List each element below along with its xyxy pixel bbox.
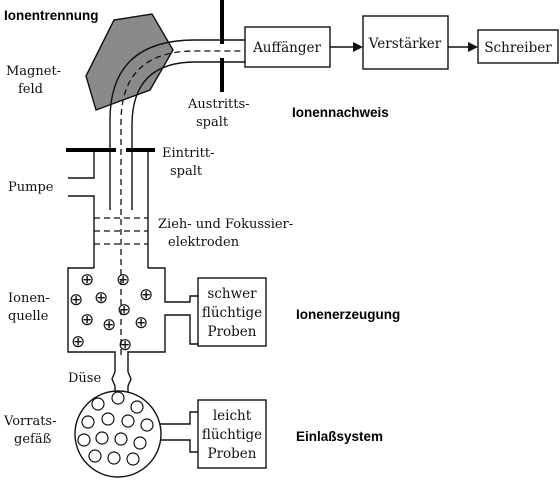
ion-symbol: ⊕: [69, 290, 83, 310]
schwer-line2: flüchtige: [202, 305, 262, 321]
leicht-line3: Proben: [208, 446, 257, 462]
verstaerker-box: [362, 15, 449, 70]
vessel-balls: [77, 391, 154, 466]
ion-symbol: ⊕: [80, 310, 94, 330]
elektroden-line2: elektroden: [168, 235, 240, 250]
ion-symbol: ⊕: [102, 315, 116, 335]
tube-wall-inner: [131, 61, 245, 210]
ion-source-chamber: [67, 267, 198, 372]
nozzle: [111, 371, 132, 392]
ion-symbol: ⊕: [94, 288, 108, 308]
elektroden-line1: Zieh- und Fokussier-: [158, 217, 293, 232]
auffaenger-label: Auffänger: [252, 40, 321, 56]
austritt-line1: Austritts-: [187, 97, 250, 112]
tube-wall-outer: [109, 39, 245, 210]
ion-symbol: ⊕: [134, 313, 148, 333]
arrowhead-2: [468, 42, 478, 52]
pumpe-label: Pumpe: [8, 180, 54, 195]
ion-symbol: ⊕: [139, 285, 153, 305]
austritt-line2: spalt: [196, 115, 229, 130]
heading-einlasssystem: Einlaßsystem: [296, 429, 383, 444]
ion-symbols: ⊕ ⊕ ⊕ ⊕ ⊕ ⊕ ⊕ ⊕ ⊕ ⊕ ⊕: [69, 270, 153, 355]
heading-ionennachweis: Ionennachweis: [292, 105, 389, 120]
schwer-line3: Proben: [208, 324, 257, 340]
tube-left-wall: [68, 152, 95, 268]
ionenquelle-line1: Ionen-: [8, 291, 50, 306]
ion-symbol: ⊕: [71, 332, 85, 352]
ion-symbol: ⊕: [117, 300, 131, 320]
ion-symbol: ⊕: [80, 270, 94, 290]
eintritt-line2: spalt: [170, 164, 203, 179]
storage-connector: [160, 411, 198, 453]
vorrat-line2: gefäß: [14, 432, 52, 447]
leicht-line1: leicht: [213, 408, 252, 424]
leicht-line2: flüchtige: [202, 427, 262, 443]
schreiber-label: Schreiber: [484, 40, 552, 56]
heading-ionenerzeugung: Ionenerzeugung: [296, 307, 400, 322]
schreiber-box: [477, 29, 559, 64]
ionenquelle-line2: quelle: [8, 309, 49, 324]
ion-beam: [120, 50, 245, 355]
duese-label: Düse: [68, 371, 101, 386]
leicht-box: [197, 399, 267, 469]
title-ionentrennung: Ionentrennung: [4, 8, 99, 23]
schwer-line1: schwer: [207, 286, 257, 302]
verstaerker-label: Verstärker: [368, 36, 442, 52]
ion-symbol: ⊕: [116, 270, 130, 290]
storage-vessel: [74, 390, 162, 478]
ion-symbol: ⊕: [118, 335, 132, 355]
vorrat-line1: Vorrats-: [3, 414, 57, 429]
magnetfeld-line1: Magnet-: [6, 64, 61, 79]
schwer-box: [197, 277, 267, 347]
magnetfeld-line2: feld: [18, 82, 43, 97]
eintritt-line1: Eintritt-: [162, 146, 214, 161]
arrowhead-1: [353, 42, 363, 52]
